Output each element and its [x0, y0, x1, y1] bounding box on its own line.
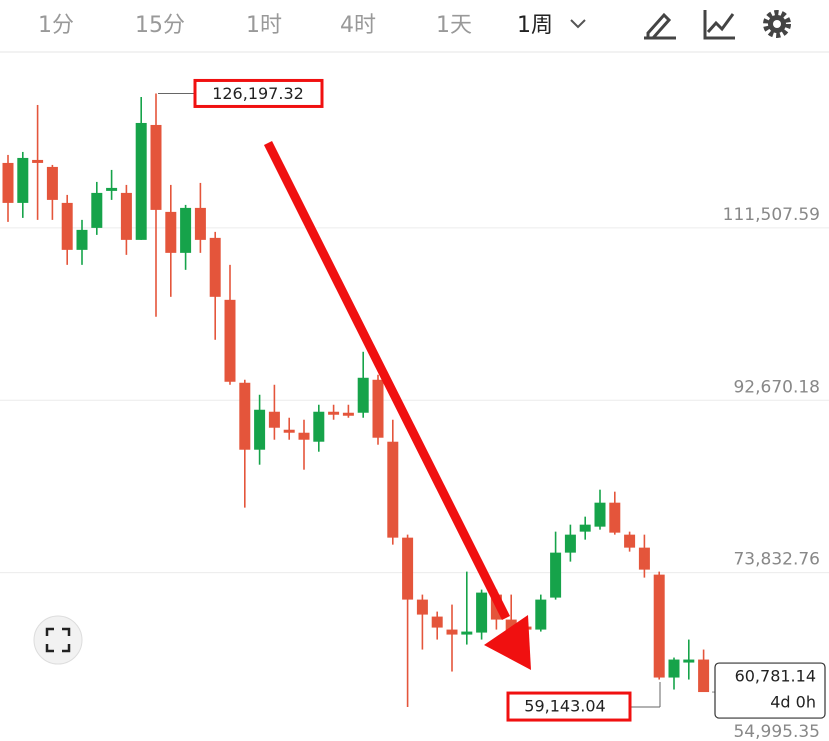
candle-body [505, 619, 517, 632]
candle-body [313, 411, 325, 442]
candle-body [416, 599, 428, 615]
candle-body [209, 237, 221, 297]
timeframe-tab[interactable]: 1分 [38, 13, 74, 38]
big-arrow [263, 140, 531, 670]
min-label-box [506, 691, 632, 722]
y-tick-label: 111,507.59 [723, 205, 820, 225]
candle-body [2, 162, 14, 203]
countdown: 4d 0h [770, 693, 816, 712]
timeframe-tab[interactable]: 1天 [436, 13, 472, 38]
fullscreen-button[interactable] [33, 615, 83, 665]
candle-body [268, 411, 280, 428]
candle-body [239, 382, 251, 450]
candle-body [46, 166, 58, 200]
y-tick-label: 92,670.18 [733, 377, 820, 397]
last-price: 60,781.14 [735, 667, 816, 686]
candle-body [150, 124, 162, 210]
candle-body [91, 192, 103, 228]
candle-body [564, 534, 576, 553]
candle-body [535, 599, 547, 630]
candle-body [387, 441, 399, 538]
candle-body [283, 429, 295, 433]
dropdown-chevron[interactable] [570, 19, 586, 29]
indicator-icon[interactable] [703, 10, 735, 40]
candle-body [342, 412, 354, 416]
max-label-box [193, 78, 324, 108]
candle-body [638, 547, 650, 570]
candle-body [402, 537, 414, 600]
candle-body [698, 659, 710, 693]
y-tick-label: 54,995.35 [733, 722, 820, 741]
timeframe-tab[interactable]: 1周 [517, 13, 553, 38]
candle-body [76, 229, 88, 250]
candle-body [550, 552, 562, 598]
candle-body [461, 631, 473, 635]
candle-body [476, 592, 488, 633]
candle-body [446, 629, 458, 635]
last-price-box [714, 662, 826, 719]
draw-tool-icon[interactable] [644, 12, 676, 40]
candle-body [372, 379, 384, 438]
candle-body [668, 659, 680, 678]
candle-body [254, 409, 266, 450]
candle-body [106, 187, 118, 191]
y-tick-label: 73,832.76 [733, 550, 820, 570]
settings-icon[interactable] [763, 10, 791, 38]
candle-body [431, 616, 443, 628]
candle-body [579, 524, 591, 532]
candle-body [357, 377, 369, 413]
candle-body [165, 211, 177, 253]
candle-body [653, 574, 665, 678]
candle-body [298, 432, 310, 440]
timeframe-tab[interactable]: 4时 [340, 13, 376, 38]
candle-body [17, 157, 29, 203]
candle-body [135, 122, 147, 240]
candle-body [61, 202, 73, 250]
max-label: 126,197.32 [212, 84, 304, 103]
candle-body [594, 502, 606, 527]
candle-body [180, 207, 192, 253]
candle-body [194, 207, 206, 240]
candle-body [624, 534, 636, 548]
candle-body [609, 502, 621, 533]
candle-body [120, 192, 132, 240]
candle-body [32, 159, 44, 163]
timeframe-tab[interactable]: 1时 [246, 13, 282, 38]
toolbar [0, 10, 829, 53]
min-label: 59,143.04 [524, 697, 605, 716]
candle-body [328, 411, 340, 415]
candle-body [224, 299, 236, 382]
timeframe-tab[interactable]: 15分 [135, 13, 185, 38]
candle-body [683, 659, 695, 663]
